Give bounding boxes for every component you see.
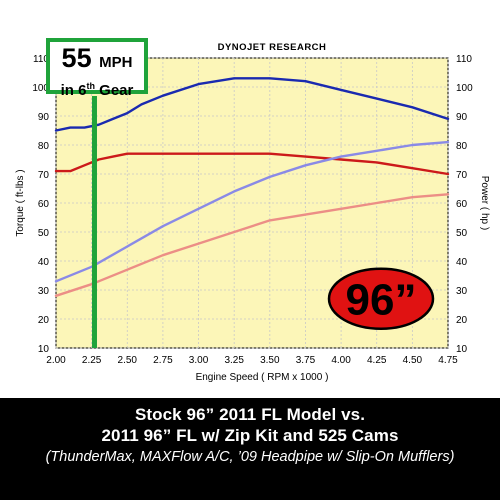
x-tick-label: 4.75 — [438, 355, 458, 366]
y-tick-label-left: 70 — [38, 170, 50, 181]
x-tick-label: 2.25 — [82, 355, 102, 366]
caption-line-2: 2011 96” FL w/ Zip Kit and 525 Cams — [101, 426, 399, 445]
series-line-power-stock — [54, 193, 450, 297]
series-line-power-modified — [54, 140, 450, 283]
x-tick-label: 2.50 — [118, 355, 138, 366]
y-tick-label-right: 80 — [456, 141, 468, 152]
x-tick-label: 4.50 — [403, 355, 423, 366]
speed-callout-box: 55 MPH in 6th Gear — [46, 38, 148, 99]
gear-word: Gear — [94, 82, 134, 99]
x-tick-label: 3.75 — [296, 355, 316, 366]
caption-line-3: (ThunderMax, MAXFlow A/C, ’09 Headpipe w… — [45, 449, 455, 465]
x-tick-label: 4.25 — [367, 355, 387, 366]
y-tick-label-left: 20 — [38, 315, 50, 326]
x-tick-label: 4.00 — [331, 355, 351, 366]
displacement-badge — [327, 267, 435, 330]
y-tick-label-right: 100 — [456, 83, 473, 94]
x-tick-label: 3.50 — [260, 355, 280, 366]
speed-unit: MPH — [99, 54, 133, 71]
y-tick-label-left: 30 — [38, 286, 50, 297]
y-tick-label-right: 20 — [456, 315, 468, 326]
y-tick-label-right: 50 — [456, 228, 468, 239]
y-tick-label-right: 10 — [456, 344, 468, 355]
y-axis-label-left: Torque ( ft-lbs ) — [15, 169, 26, 236]
y-tick-label-left: 50 — [38, 228, 50, 239]
y-tick-label-right: 40 — [456, 257, 468, 268]
displacement-badge-label: 96” — [346, 276, 417, 325]
series-line-torque-stock — [54, 152, 450, 176]
caption-line-1: Stock 96” 2011 FL Model vs. — [134, 405, 366, 424]
chart-panel: 2.00 2.25 2.50 2.75 3.00 3.25 3.50 3.75 4.00 4.25… — [6, 28, 494, 398]
caption-banner: Stock 96” 2011 FL Model vs. 2011 96” FL … — [0, 398, 500, 500]
y-axis-label-right: Power ( hp ) — [479, 176, 490, 230]
gear-ordinal: th — [86, 81, 95, 91]
x-tick-label: 2.00 — [46, 355, 66, 366]
y-tick-label-right: 110 — [456, 54, 472, 65]
gear-label: in 6th Gear — [50, 77, 144, 100]
x-tick-label: 2.75 — [153, 355, 173, 366]
dyno-chart: 2.00 2.25 2.50 2.75 3.00 3.25 3.50 3.75 4.00 4.25… — [15, 42, 490, 383]
chart-title: DYNOJET RESEARCH — [218, 42, 327, 53]
gear-prefix: in 6 — [60, 82, 87, 99]
y-tick-label-left: 100 — [32, 83, 49, 94]
x-tick-label: 3.00 — [189, 355, 209, 366]
y-tick-label-right: 70 — [456, 170, 468, 181]
y-tick-label-right: 90 — [456, 112, 468, 123]
y-tick-label-left: 90 — [38, 112, 50, 123]
y-tick-label-right: 30 — [456, 286, 468, 297]
speed-value: 55 MPH — [50, 44, 144, 77]
series-line-torque-modified — [54, 77, 450, 132]
y-tick-label-left: 110 — [33, 54, 49, 65]
y-tick-label-right: 60 — [456, 199, 468, 210]
x-axis-label: Engine Speed ( RPM x 1000 ) — [196, 372, 329, 383]
speed-number: 55 — [61, 43, 92, 73]
x-tick-label: 3.25 — [224, 355, 244, 366]
y-tick-label-left: 10 — [38, 344, 50, 355]
y-tick-label-left: 40 — [38, 257, 50, 268]
y-tick-label-left: 60 — [38, 199, 50, 210]
y-tick-label-left: 80 — [38, 141, 50, 152]
